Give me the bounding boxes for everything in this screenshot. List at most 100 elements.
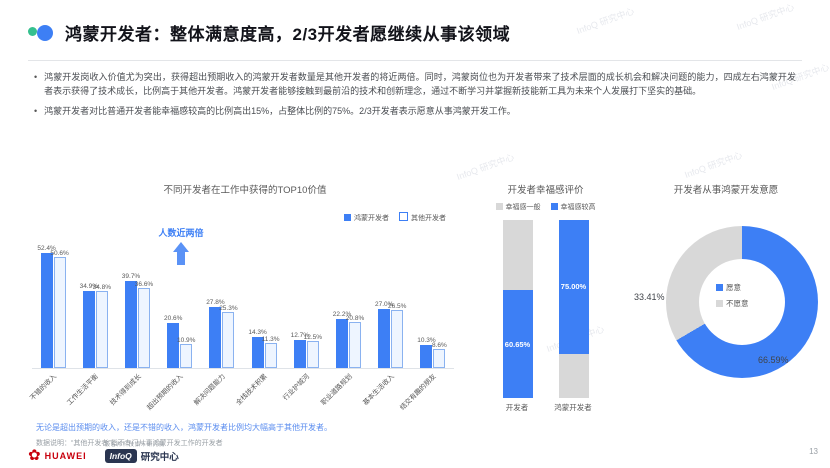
research-center-label: 研究中心 bbox=[140, 452, 179, 463]
legend-label: 其他开发者 bbox=[411, 215, 446, 222]
bullet-item: • 鸿蒙开发者对比普通开发者能幸福感较高的比例高出15%，占整体比例的75%。2… bbox=[34, 104, 796, 118]
pie-value-willing: 66.59% bbox=[758, 355, 789, 365]
legend-item-willing: 愿意 bbox=[716, 282, 741, 293]
bar-harmony-dev: 27.0% bbox=[375, 301, 393, 368]
chart-title: 开发者幸福感评价 bbox=[507, 185, 584, 196]
bar-chart-legend: 鸿蒙开发者 其他开发者 bbox=[344, 212, 446, 223]
bar-harmony-dev: 22.2% bbox=[333, 311, 351, 368]
annotation-text: 人数近两倍 bbox=[158, 228, 204, 238]
bar-other-dev: 20.8% bbox=[346, 315, 364, 368]
x-axis-label: 技术得到成长 bbox=[108, 373, 143, 407]
slide-header: 鸿蒙开发者：整体满意度高，2/3开发者愿继续从事该领域 bbox=[28, 20, 510, 45]
legend-item-harmony: 鸿蒙开发者 bbox=[344, 213, 389, 223]
slide-footer: ✿ HUAWEI 极客邦科技旗下研究院 InfoQ 研究中心 bbox=[28, 440, 179, 463]
bar-group: 27.8% 25.3% 解决问题能力 bbox=[193, 250, 243, 407]
watermark: InfoQ 研究中心 bbox=[735, 1, 796, 33]
page-title: 鸿蒙开发者：整体满意度高，2/3开发者愿继续从事该领域 bbox=[65, 25, 511, 44]
bar-value-label: 14.3% bbox=[248, 328, 267, 336]
data-footnote: 数据说明：“其他开发者”指不专门从事鸿蒙开发工作的开发者 bbox=[36, 440, 223, 447]
segment-high-happiness: 60.65% bbox=[502, 290, 533, 398]
bar-value-label: 8.6% bbox=[432, 342, 447, 350]
willingness-donut bbox=[666, 226, 818, 378]
legend-swatch-blue bbox=[716, 284, 723, 291]
bar-other-dev: 36.6% bbox=[135, 281, 153, 368]
x-axis-label: 不错的收入 bbox=[29, 373, 59, 403]
title-bullet-icon bbox=[28, 23, 55, 43]
bar-value-label: 10.9% bbox=[176, 337, 196, 344]
bar-value-label: 34.8% bbox=[92, 284, 112, 292]
bar-harmony-dev: 39.7% bbox=[122, 273, 140, 368]
bar-other-dev: 25.3% bbox=[219, 305, 238, 368]
bar-value-label: 12.7% bbox=[290, 332, 310, 340]
donut-hole bbox=[699, 259, 785, 345]
bar-group: 39.7% 36.6% 技术得到成长 bbox=[109, 250, 158, 407]
segment-normal-happiness bbox=[502, 220, 533, 290]
bar-value-label: 25.3% bbox=[219, 305, 238, 313]
bar-other-dev: 34.8% bbox=[93, 284, 111, 368]
x-axis-label: 鸿蒙开发者 bbox=[554, 403, 592, 412]
bar-group: 22.2% 20.8% 职业道路规划 bbox=[320, 250, 369, 407]
watermark: InfoQ 研究中心 bbox=[683, 149, 744, 181]
legend-label: 幸福感较高 bbox=[560, 204, 596, 211]
bullet-item: • 鸿蒙开发岗收入价值尤为突出，获得超出预期收入的鸿蒙开发者数量是其他开发者的将… bbox=[34, 70, 796, 99]
bar-other-dev: 8.6% bbox=[432, 342, 447, 368]
highlight-note: 无论是超出预期的收入，还是不错的收入，鸿蒙开发者比例均大幅高于其他开发者。 bbox=[36, 423, 332, 432]
willingness-legend: 愿意 不愿意 bbox=[716, 282, 749, 309]
infoq-tagline: 极客邦科技旗下研究院 bbox=[104, 442, 165, 448]
header-divider bbox=[28, 60, 802, 61]
huawei-flower-icon: ✿ bbox=[28, 447, 41, 464]
legend-item-unwilling: 不愿意 bbox=[716, 298, 749, 309]
bar-value-label: 10.3% bbox=[417, 337, 436, 345]
legend-label: 不愿意 bbox=[726, 299, 749, 308]
bar-value-label: 20.6% bbox=[163, 314, 183, 322]
bar-value-label: 27.0% bbox=[375, 300, 394, 308]
bar-group: 14.3% 11.3% 全栈技术积累 bbox=[235, 250, 285, 407]
x-axis-label: 开发者 bbox=[505, 403, 529, 412]
bar-group: 27.0% 26.5% 基本生活收入 bbox=[362, 250, 412, 407]
watermark: InfoQ 研究中心 bbox=[575, 5, 636, 37]
up-arrow-icon bbox=[173, 242, 189, 252]
legend-item-high: 幸福感较高 bbox=[550, 202, 596, 212]
page-number: 13 bbox=[809, 447, 818, 456]
segment-normal-happiness bbox=[558, 353, 589, 398]
bar-group: 52.4% 50.6% 不错的收入 bbox=[29, 245, 74, 402]
legend-label: 愿意 bbox=[726, 283, 741, 292]
willingness-chart: 开发者从事鸿蒙开发意愿 33.41% 66.59% 愿意 不愿意 bbox=[630, 182, 822, 427]
bar-harmony-dev: 20.6% bbox=[164, 315, 182, 368]
bar-value-label: 27.8% bbox=[206, 298, 225, 306]
huawei-wordmark: HUAWEI bbox=[44, 450, 87, 461]
bar-harmony-dev: 12.7% bbox=[291, 332, 309, 368]
bar-group: 20.6% 10.9% 超出预期的收入 bbox=[146, 250, 201, 412]
bar-harmony-dev: 10.3% bbox=[417, 337, 436, 368]
x-axis-label: 基本生活收入 bbox=[361, 373, 396, 407]
bar-value-label: 52.4% bbox=[37, 244, 56, 252]
legend-swatch-blue bbox=[344, 213, 351, 221]
bar-other-dev: 10.9% bbox=[177, 337, 195, 368]
bar-harmony-dev: 52.4% bbox=[37, 245, 56, 368]
infoq-logo-block: 极客邦科技旗下研究院 InfoQ 研究中心 bbox=[104, 440, 179, 463]
x-axis-label: 行业护城河 bbox=[282, 373, 312, 403]
bar-harmony-dev: 14.3% bbox=[248, 329, 267, 368]
happiness-bars: 60.65% 75.00% bbox=[468, 220, 623, 398]
bullet-text: 鸿蒙开发者对比普通开发者能幸福感较高的比例高出15%，占整体比例的75%。2/3… bbox=[44, 105, 516, 116]
happiness-chart: 开发者幸福感评价 幸福感一般 幸福感较高 60.65% 75.00% 开发者 鸿蒙… bbox=[468, 182, 623, 427]
bar-group: 10.3% 8.6% 结交有趣的朋友 bbox=[399, 250, 454, 411]
bar-harmony-dev: 27.8% bbox=[206, 299, 225, 368]
bar-value-label: 36.6% bbox=[134, 280, 154, 288]
bar-value-label: 34.9% bbox=[79, 283, 99, 291]
x-axis-label: 职业道路规划 bbox=[319, 373, 354, 407]
bar-group: 12.7% 12.5% 行业护城河 bbox=[282, 250, 327, 402]
x-axis-label: 全栈技术积累 bbox=[235, 373, 270, 407]
legend-swatch-outline bbox=[399, 212, 408, 221]
pie-value-unwilling: 33.41% bbox=[634, 292, 665, 302]
happiness-x-labels: 开发者 鸿蒙开发者 bbox=[489, 402, 601, 413]
legend-swatch-gray bbox=[716, 300, 723, 307]
stacked-bar: 60.65% bbox=[502, 220, 533, 398]
bar-group: 34.9% 34.8% 工作生活平衡 bbox=[66, 250, 116, 407]
double-count-annotation: 人数近两倍 bbox=[146, 226, 216, 265]
bar-value-label: 12.5% bbox=[303, 333, 323, 341]
bullet-text: 鸿蒙开发岗收入价值尤为突出，获得超出预期收入的鸿蒙开发者数量是其他开发者的将近两… bbox=[44, 72, 796, 97]
bar-value-label: 22.2% bbox=[332, 311, 352, 319]
blue-dot-icon bbox=[37, 24, 53, 41]
legend-label: 幸福感一般 bbox=[505, 204, 541, 211]
